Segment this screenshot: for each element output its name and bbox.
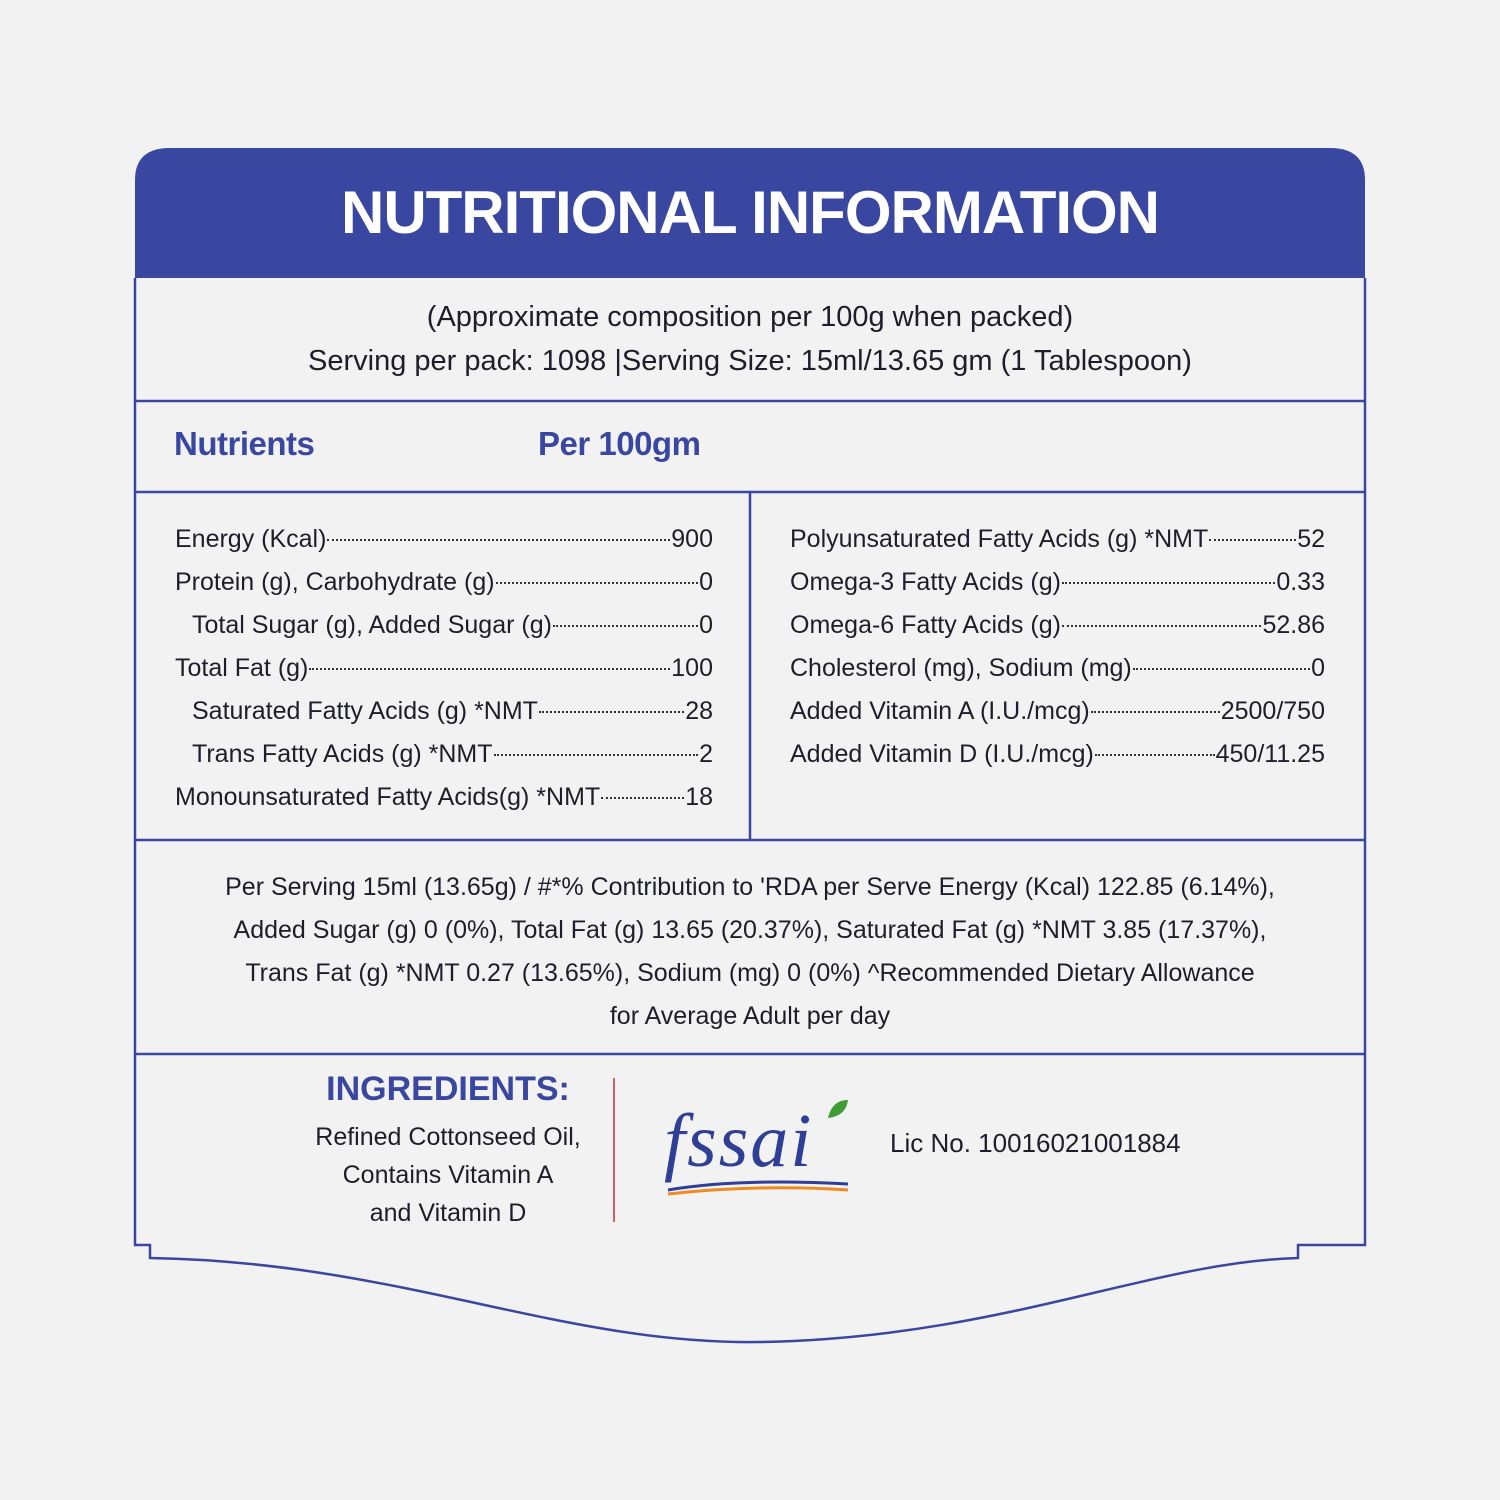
leader xyxy=(327,539,671,541)
ingredients-line: and Vitamin D xyxy=(369,1199,527,1227)
nutrient-row: Omega-3 Fatty Acids (g) 0.33 xyxy=(790,561,1325,604)
leader xyxy=(552,625,699,627)
title: NUTRITIONAL INFORMATION xyxy=(340,179,1160,246)
nutrient-row: Monounsaturated Fatty Acids(g) *NMT 18 xyxy=(175,776,713,819)
nutrient: Omega-6 Fatty Acids (g) xyxy=(790,611,1061,639)
amount: 0 xyxy=(699,611,713,639)
amount: 0 xyxy=(699,568,713,596)
frame-border xyxy=(133,278,1367,1344)
intro-line: Serving per pack: 1098 |Serving Size: 15… xyxy=(308,345,1192,377)
leader xyxy=(1209,539,1297,541)
amount: 2500/750 xyxy=(1220,697,1325,725)
nutrient-row: Saturated Fatty Acids (g) *NMT 28 xyxy=(175,690,713,733)
leader xyxy=(538,711,685,713)
leader xyxy=(493,754,699,756)
nutrient: Protein (g), Carbohydrate (g) xyxy=(175,568,495,596)
ingredients-line: Refined Cottonseed Oil, xyxy=(315,1123,581,1151)
leader xyxy=(1132,668,1311,670)
footnote: Per Serving 15ml (13.65g) / #*% Contribu… xyxy=(135,866,1365,1038)
nutrient-row: Trans Fatty Acids (g) *NMT 2 xyxy=(175,733,713,776)
ingredients: Refined Cottonseed Oil, Contains Vitamin… xyxy=(290,1118,606,1232)
amount: 900 xyxy=(671,525,713,553)
footnote-line: for Average Adult per day xyxy=(609,1002,891,1030)
amount: 450/11.25 xyxy=(1215,740,1325,768)
nutrient: Added Vitamin A (I.U./mcg) xyxy=(790,697,1090,725)
nutrient-row: Total Sugar (g), Added Sugar (g) 0 xyxy=(175,604,713,647)
nutrient-row: Added Vitamin D (I.U./mcg) 450/11.25 xyxy=(790,733,1325,776)
nutrient: Omega-3 Fatty Acids (g) xyxy=(790,568,1061,596)
footnote-line: Trans Fat (g) *NMT 0.27 (13.65%), Sodium… xyxy=(245,959,1255,987)
amount: 52 xyxy=(1297,525,1325,553)
amount: 0 xyxy=(1311,654,1325,682)
nutrient-row: Protein (g), Carbohydrate (g) 0 xyxy=(175,561,713,604)
footnote-line: Per Serving 15ml (13.65g) / #*% Contribu… xyxy=(225,873,1275,901)
ingredients-line: Contains Vitamin A xyxy=(342,1161,554,1189)
nutrient: Monounsaturated Fatty Acids(g) *NMT xyxy=(175,783,601,811)
fssai-logo: fssai xyxy=(664,1099,814,1183)
footnote-line: Added Sugar (g) 0 (0%), Total Fat (g) 13… xyxy=(233,916,1267,944)
logo-swoosh xyxy=(667,1186,849,1196)
left-rows: Energy (Kcal) 900 Protein (g), Carbohydra… xyxy=(175,518,713,819)
leader xyxy=(1061,582,1276,584)
nutrient: Total Fat (g) xyxy=(175,654,309,682)
nutrient-row: Cholesterol (mg), Sodium (mg) 0 xyxy=(790,647,1325,690)
column-header: Per 100gm xyxy=(538,425,701,462)
leader xyxy=(1061,625,1262,627)
nutrient-row: Total Fat (g) 100 xyxy=(175,647,713,690)
intro-line: (Approximate composition per 100g when p… xyxy=(426,301,1074,333)
leader xyxy=(309,668,671,670)
amount: 2 xyxy=(699,740,713,768)
header-band xyxy=(135,148,1365,278)
nutrient: Polyunsaturated Fatty Acids (g) *NMT xyxy=(790,525,1209,553)
nutrient: Saturated Fatty Acids (g) *NMT xyxy=(192,697,538,725)
column-header: Nutrients xyxy=(174,425,315,462)
nutrient: Energy (Kcal) xyxy=(175,525,327,553)
nutrient: Total Sugar (g), Added Sugar (g) xyxy=(192,611,552,639)
amount: 52.86 xyxy=(1262,611,1325,639)
amount: 28 xyxy=(685,697,713,725)
right-rows: Polyunsaturated Fatty Acids (g) *NMT 52 O… xyxy=(790,518,1325,776)
nutrient-row: Polyunsaturated Fatty Acids (g) *NMT 52 xyxy=(790,518,1325,561)
leader xyxy=(495,582,699,584)
nutrient-row: Omega-6 Fatty Acids (g) 52.86 xyxy=(790,604,1325,647)
intro: (Approximate composition per 100g when p… xyxy=(135,295,1365,383)
amount: 100 xyxy=(671,654,713,682)
nutrient-row: Added Vitamin A (I.U./mcg) 2500/750 xyxy=(790,690,1325,733)
logo-leaf xyxy=(828,1100,848,1118)
amount: 0.33 xyxy=(1276,568,1325,596)
ingredients-title: INGREDIENTS: xyxy=(326,1070,570,1108)
logo-swoosh xyxy=(667,1180,849,1192)
leader xyxy=(1090,711,1220,713)
leader xyxy=(1094,754,1215,756)
nutrient-row: Energy (Kcal) 900 xyxy=(175,518,713,561)
license-number: Lic No. 10016021001884 xyxy=(890,1128,1181,1158)
nutrient: Trans Fatty Acids (g) *NMT xyxy=(192,740,493,768)
amount: 18 xyxy=(685,783,713,811)
nutrient: Cholesterol (mg), Sodium (mg) xyxy=(790,654,1132,682)
leader xyxy=(601,797,685,799)
nutrient: Added Vitamin D (I.U./mcg) xyxy=(790,740,1094,768)
